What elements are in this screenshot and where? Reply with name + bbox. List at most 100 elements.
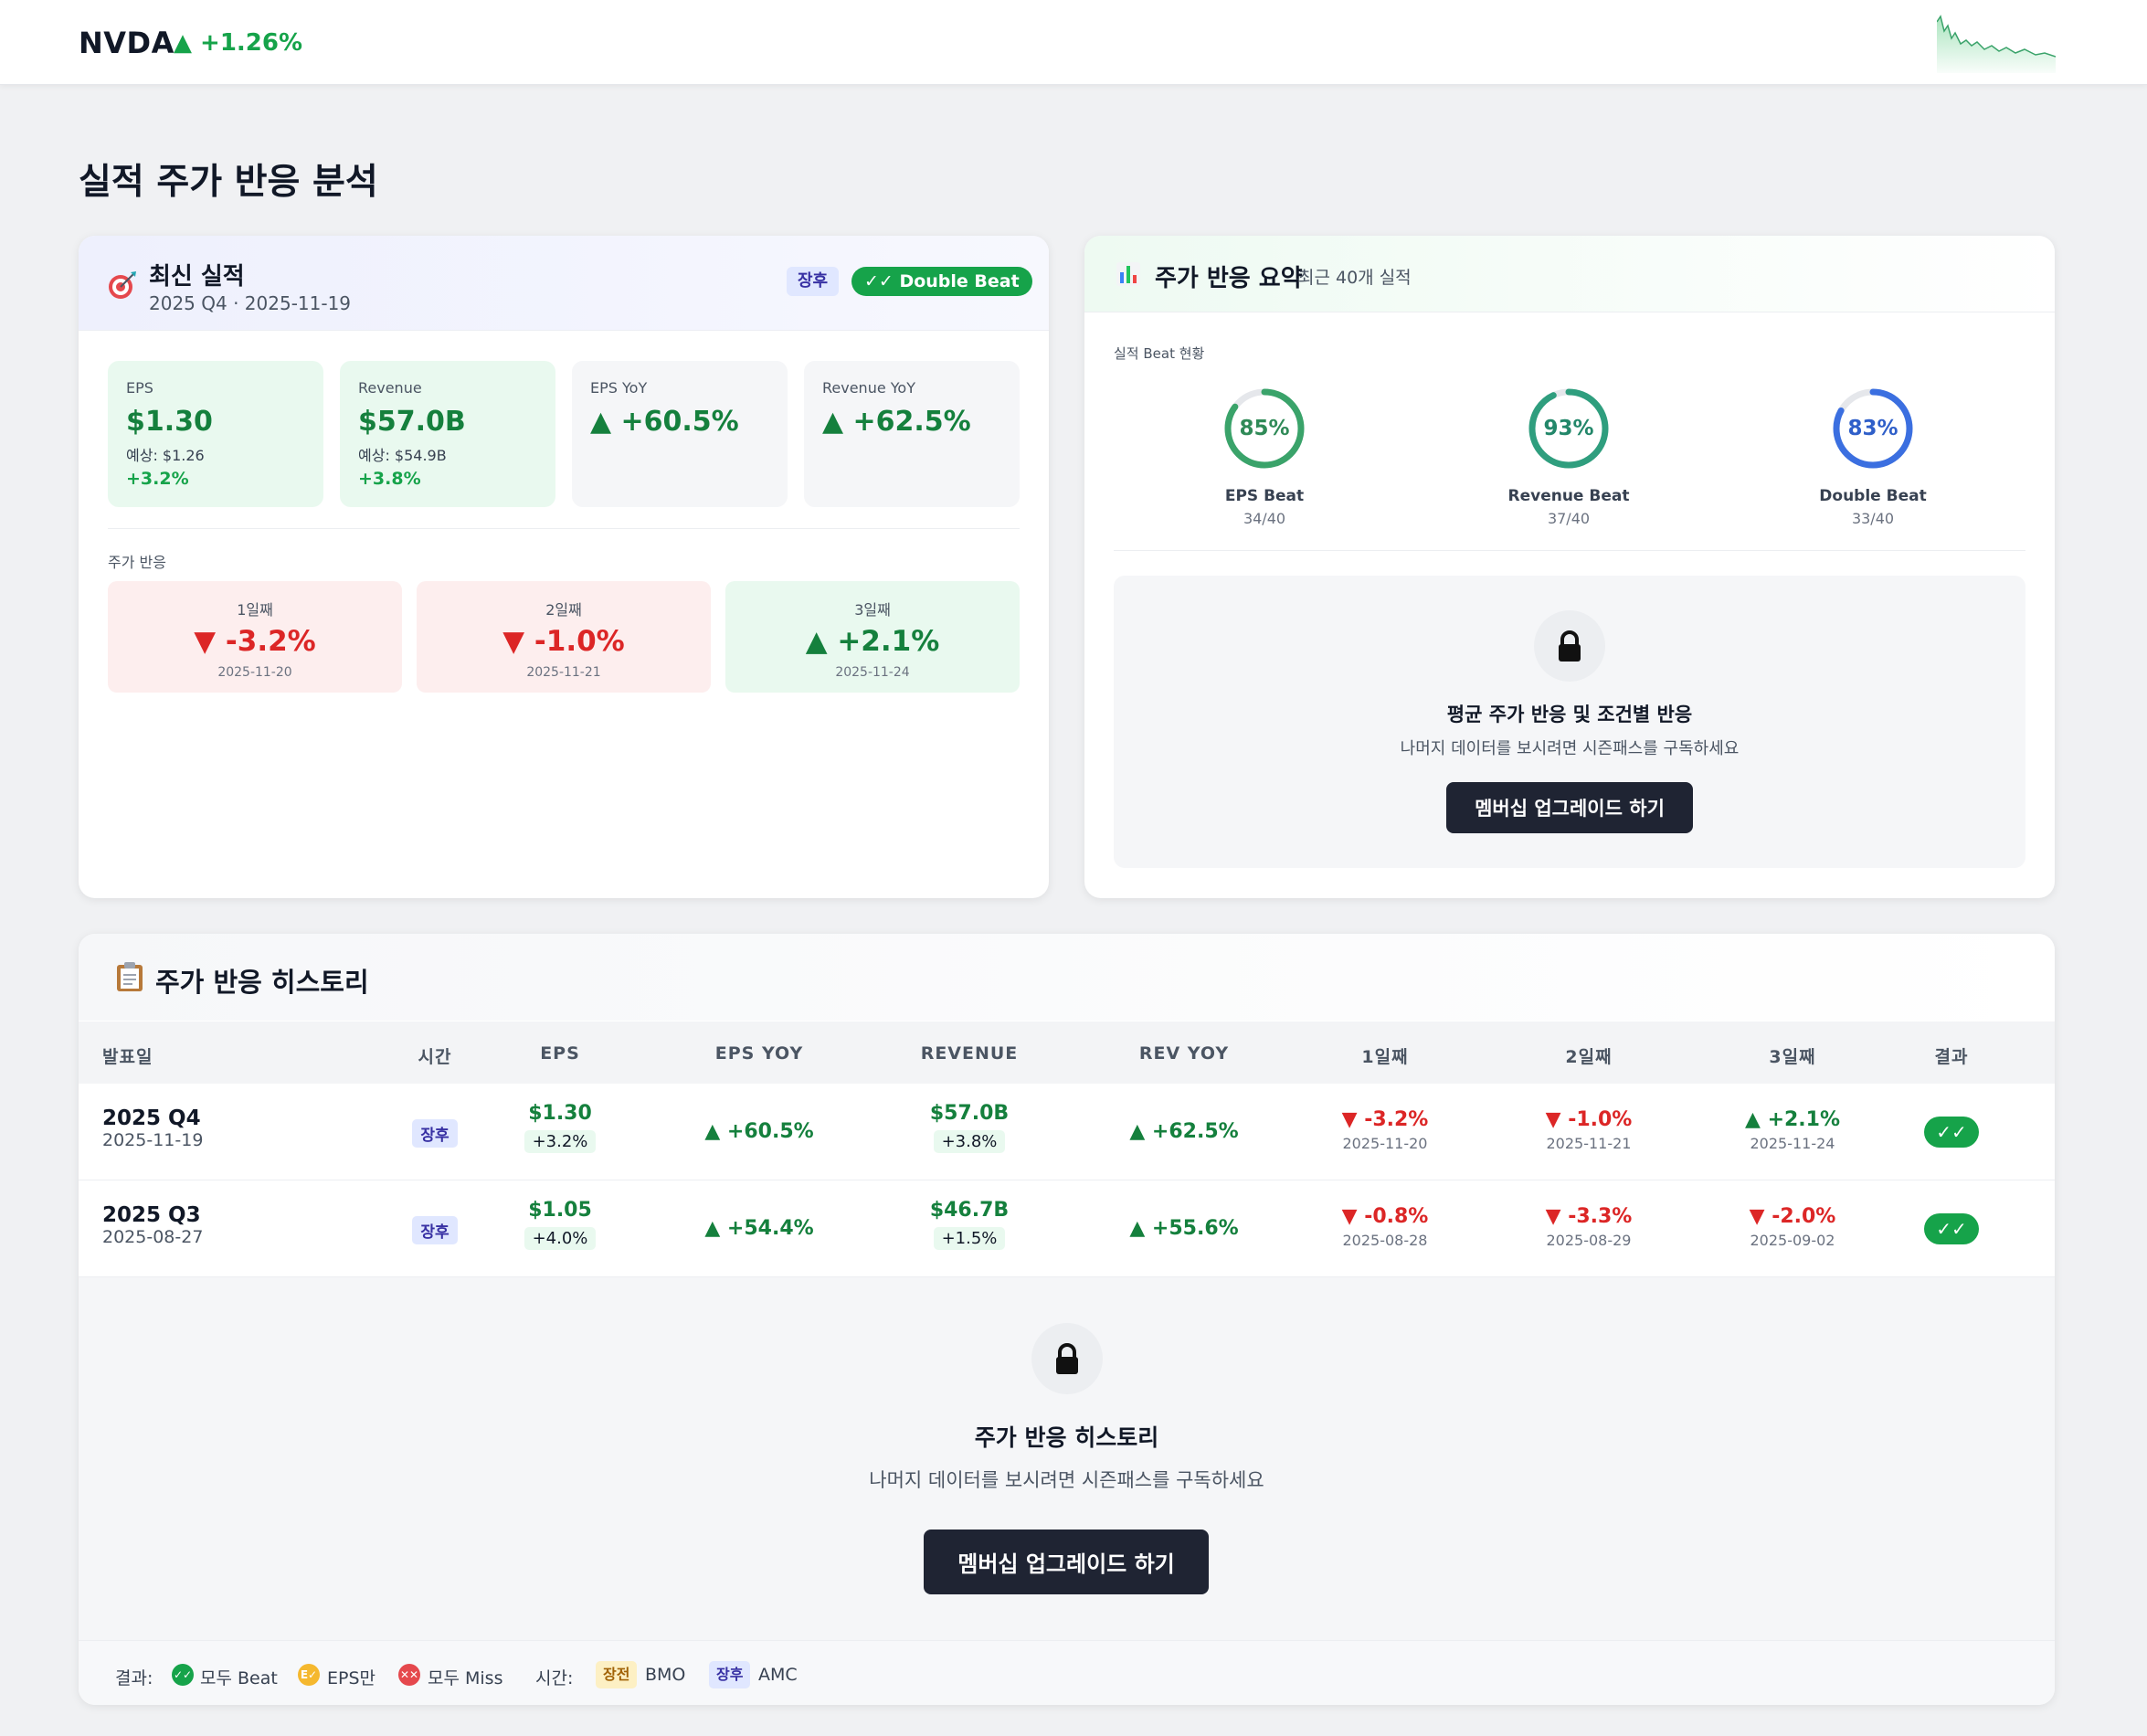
day2-value: ▼ -3.3%	[1545, 1205, 1633, 1228]
double-beat-ring	[1833, 388, 1913, 469]
eps-beat-count: 34/40	[1243, 510, 1286, 527]
day3-date: 2025-11-24	[1750, 1135, 1835, 1152]
eps-yoy-metric: EPS YoY ▲ +60.5%	[572, 361, 788, 507]
reaction-date: 2025-11-21	[526, 665, 601, 680]
column-header-revenue: REVENUE	[920, 1043, 1019, 1064]
revenue-cell: $57.0B +3.8%	[892, 1102, 1047, 1153]
quarter-label: 2025 Q3	[102, 1203, 201, 1227]
reaction-day-label: 3일째	[854, 601, 891, 619]
double-beat-percent: 83%	[1847, 417, 1898, 440]
revenue-surprise: +1.5%	[933, 1227, 1006, 1250]
column-header-day3: 3일째	[1769, 1047, 1816, 1067]
time-cell: 장후	[380, 1119, 490, 1148]
quarter-label: 2025 Q4	[102, 1106, 201, 1130]
revenue-yoy-metric: Revenue YoY ▲ +62.5%	[804, 361, 1020, 507]
eps-beat-label: EPS Beat	[1224, 487, 1305, 505]
metric-estimate: 예상: $1.26	[126, 447, 205, 464]
metric-label: Revenue	[358, 379, 422, 397]
reaction-history-title: 주가 반응 히스토리	[155, 967, 369, 998]
metric-label: Revenue YoY	[822, 379, 915, 397]
latest-earnings-title: 최신 실적	[149, 263, 245, 291]
eps-cell: $1.30 +3.2%	[505, 1102, 615, 1153]
revenue-surprise: +3.8%	[933, 1130, 1006, 1153]
legend-all-miss: 모두 Miss	[428, 1668, 503, 1688]
eps-cell: $1.05 +4.0%	[505, 1199, 615, 1250]
latest-earnings-subtitle: 2025 Q4 · 2025-11-19	[149, 292, 352, 314]
latest-earnings-header: 최신 실적 2025 Q4 · 2025-11-19 장후 ✓✓ Double …	[79, 236, 1049, 331]
table-row[interactable]: 2025 Q3 2025-08-27 장후 $1.05 +4.0% ▲ +54.…	[79, 1180, 2055, 1277]
all-miss-icon: ✕✕	[398, 1664, 420, 1686]
price-sparkline	[1937, 15, 2056, 73]
day1-cell: ▼ -0.8% 2025-08-28	[1321, 1205, 1449, 1249]
legend-amc: AMC	[758, 1665, 798, 1685]
eps-value: $1.05	[528, 1199, 592, 1222]
metric-label: EPS YoY	[590, 379, 648, 397]
reaction-day-1: 1일째 ▼ -3.2% 2025-11-20	[108, 581, 402, 693]
session-tag: 장후	[412, 1216, 458, 1244]
page-title: 실적 주가 반응 분석	[79, 162, 378, 203]
day2-cell: ▼ -1.0% 2025-11-21	[1525, 1108, 1653, 1152]
metric-label: EPS	[126, 379, 153, 397]
double-beat-label: Double Beat	[1819, 487, 1927, 505]
reaction-date: 2025-11-20	[217, 665, 292, 680]
clipboard-icon	[117, 962, 143, 991]
revenue-beat-label: Revenue Beat	[1507, 487, 1630, 505]
day1-value: ▼ -3.2%	[1341, 1108, 1429, 1131]
locked-summary-panel: 평균 주가 반응 및 조건별 반응 나머지 데이터를 보시려면 시즌패스를 구독…	[1114, 576, 2025, 868]
metric-value: $57.0B	[358, 406, 466, 438]
day1-date: 2025-08-28	[1342, 1232, 1428, 1249]
legend-time-label: 시간:	[535, 1668, 574, 1688]
reaction-value: ▲ +2.1%	[805, 625, 940, 658]
legend-all-beat: 모두 Beat	[200, 1668, 278, 1688]
day3-cell: ▼ -2.0% 2025-09-02	[1729, 1205, 1856, 1249]
price-reaction-label: 주가 반응	[108, 554, 166, 571]
revenue-metric: Revenue $57.0B 예상: $54.9B +3.8%	[340, 361, 555, 507]
price-change: ▲ +1.26%	[174, 29, 303, 57]
amc-tag: 장후	[709, 1661, 751, 1688]
day2-date: 2025-08-29	[1546, 1232, 1632, 1249]
rev-yoy-cell: ▲ +62.5%	[1129, 1120, 1239, 1143]
eps-yoy-cell: ▲ +54.4%	[704, 1217, 814, 1240]
legend: 결과: ✓✓ 모두 Beat E✓ EPS만 ✕✕ 모두 Miss 시간: 장전…	[79, 1640, 2055, 1705]
revenue-beat-ring	[1528, 388, 1609, 469]
top-bar: NVDA ▲ +1.26%	[0, 0, 2147, 85]
locked-summary-title: 평균 주가 반응 및 조건별 반응	[1446, 704, 1693, 725]
session-badge: 장후	[787, 267, 840, 296]
target-icon	[109, 271, 136, 299]
day2-value: ▼ -1.0%	[1545, 1108, 1633, 1131]
all-beat-icon: ✓✓	[172, 1664, 194, 1686]
reaction-day-label: 1일째	[237, 601, 273, 619]
divider	[108, 528, 1020, 529]
lock-icon	[1056, 1343, 1078, 1374]
day2-date: 2025-11-21	[1546, 1135, 1632, 1152]
bmo-tag: 장전	[596, 1661, 638, 1688]
reaction-history-card: 주가 반응 히스토리 발표일 시간 EPS EPS YOY REVENUE RE…	[79, 934, 2055, 1705]
day3-date: 2025-09-02	[1750, 1232, 1835, 1249]
reaction-day-label: 2일째	[545, 601, 582, 619]
column-header-eps-yoy: EPS YOY	[714, 1043, 804, 1064]
lock-icon-wrap	[1534, 610, 1605, 682]
double-beat-result-icon: ✓✓	[1924, 1213, 1979, 1244]
legend-eps-only: EPS만	[327, 1668, 376, 1688]
double-beat-badge: ✓✓ Double Beat	[851, 267, 1032, 296]
column-header-rev-yoy: REV YOY	[1138, 1043, 1230, 1064]
divider	[1114, 550, 2025, 551]
upgrade-membership-button[interactable]: 멤버십 업그레이드 하기	[924, 1530, 1209, 1594]
day1-cell: ▼ -3.2% 2025-11-20	[1321, 1108, 1449, 1152]
table-row[interactable]: 2025 Q4 2025-11-19 장후 $1.30 +3.2% ▲ +60.…	[79, 1084, 2055, 1180]
lock-icon	[1559, 630, 1581, 662]
locked-history-panel: 주가 반응 히스토리 나머지 데이터를 보시려면 시즌패스를 구독하세요 멤버십…	[79, 1277, 2055, 1640]
legend-result-label: 결과:	[115, 1668, 153, 1688]
metric-value: ▲ +62.5%	[822, 406, 971, 438]
reaction-day-2: 2일째 ▼ -1.0% 2025-11-21	[417, 581, 711, 693]
eps-value: $1.30	[528, 1102, 592, 1125]
announce-date: 2025-11-19	[102, 1130, 204, 1150]
metric-value: ▲ +60.5%	[590, 406, 739, 438]
ticker-symbol: NVDA	[79, 26, 175, 60]
day3-value: ▼ -2.0%	[1749, 1205, 1836, 1228]
reaction-summary-card: 주가 반응 요약 최근 40개 실적 실적 Beat 현황 85% EPS Be…	[1084, 236, 2055, 898]
double-beat-count: 33/40	[1851, 510, 1895, 527]
upgrade-membership-button[interactable]: 멤버십 업그레이드 하기	[1446, 782, 1693, 833]
locked-history-message: 나머지 데이터를 보시려면 시즌패스를 구독하세요	[869, 1469, 1264, 1491]
revenue-cell: $46.7B +1.5%	[892, 1199, 1047, 1250]
